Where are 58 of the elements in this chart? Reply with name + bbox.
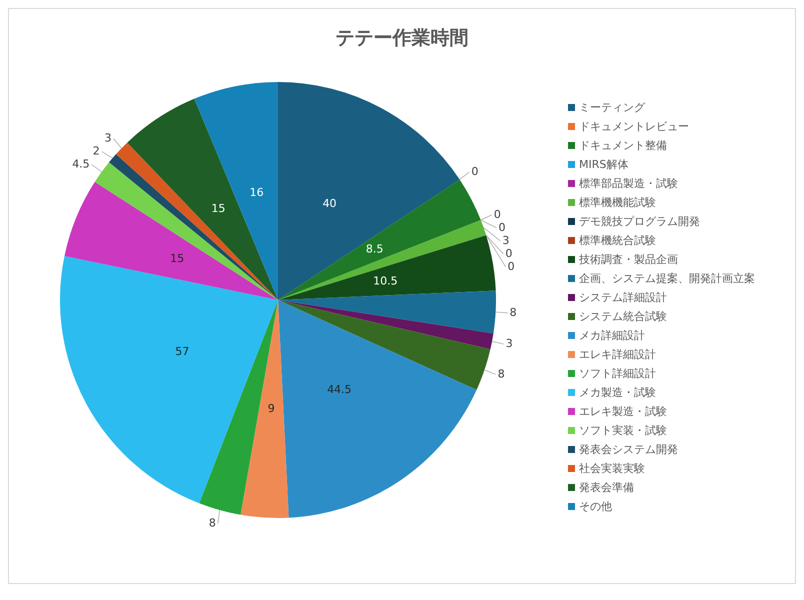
data-label: 8 <box>510 306 517 319</box>
legend-label: MIRS解体 <box>579 158 628 172</box>
data-label: 8 <box>208 516 216 530</box>
legend-label: 企画、システム提案、開発計画立案 <box>579 272 755 286</box>
legend-label: その他 <box>579 500 612 514</box>
data-label: 3 <box>506 337 513 350</box>
data-label: 15 <box>211 202 226 215</box>
data-label: 44.5 <box>327 383 352 396</box>
pie-slice <box>278 180 481 300</box>
legend-label: ソフト実装・試験 <box>579 424 667 438</box>
pie-slice <box>278 290 496 334</box>
legend-label: 技術調査・製品企画 <box>578 253 678 266</box>
text: 0 <box>498 220 506 234</box>
legend-label: ミーティング <box>579 101 646 114</box>
data-label: 8.5 <box>366 242 384 256</box>
legend-label: 社会実装実験 <box>579 462 645 476</box>
legend-label: 標準機機能試験 <box>579 196 656 210</box>
chart-title: テテー作業時間 <box>336 27 468 49</box>
text: 0 <box>508 260 515 273</box>
legend-label: デモ競技プログラム開発 <box>579 215 700 228</box>
legend-label: メカ詳細設計 <box>579 329 645 342</box>
pie-slice <box>199 300 278 515</box>
data-label: 2 <box>92 144 100 158</box>
pie-slice <box>240 300 289 518</box>
pie-slice <box>278 235 496 300</box>
legend-label: メカ製造・試験 <box>579 386 656 400</box>
pie-slice <box>278 300 494 350</box>
text: 0 <box>505 246 512 260</box>
legend-label: システム詳細設計 <box>579 291 667 304</box>
legend-label: 発表会システム開発 <box>579 443 678 456</box>
data-label: 4.5 <box>72 157 90 171</box>
legend-label: 標準部品製造・試験 <box>579 177 678 190</box>
data-label: 40 <box>322 196 337 210</box>
data-label: 8 <box>498 367 505 380</box>
pie-slice <box>127 98 278 300</box>
pie-slice <box>278 220 486 300</box>
legend-label: 標準機統合試験 <box>579 234 656 248</box>
pie-slice <box>278 300 477 518</box>
data-label: 3 <box>104 131 112 145</box>
legend-label: ドキュメントレビュー <box>579 120 689 134</box>
data-label: 16 <box>250 186 264 200</box>
data-label: 57 <box>175 345 190 358</box>
data-label: 15 <box>170 252 184 265</box>
pie-slice <box>60 256 278 504</box>
legend-label: ドキュメント整備 <box>579 139 667 152</box>
data-label: 9 <box>268 402 275 415</box>
data-label: 10.5 <box>373 274 398 288</box>
legend-label: システム統合試験 <box>579 310 667 324</box>
data-label: 3 <box>502 234 510 247</box>
legend-label: エレキ詳細設計 <box>579 348 656 362</box>
text: 0 <box>471 164 478 178</box>
legend-label: 発表会準備 <box>579 481 634 494</box>
text: 0 <box>494 208 501 221</box>
pie-slice <box>194 82 278 300</box>
legend-label: エレキ製造・試験 <box>579 405 667 418</box>
pie-slice <box>278 82 460 300</box>
pie-slice <box>64 182 278 300</box>
legend-label: ソフト詳細設計 <box>579 367 656 380</box>
